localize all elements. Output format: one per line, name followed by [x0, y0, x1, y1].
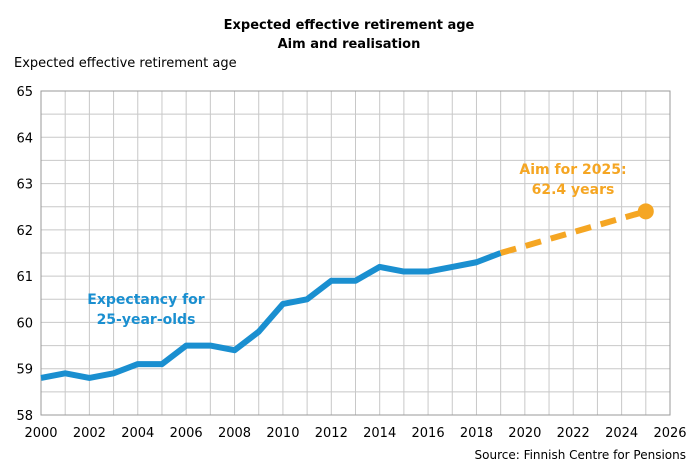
y-axis-ticks: 58 59 60 61 62 63 64 65: [16, 85, 33, 424]
y-tick-label: 63: [16, 178, 33, 193]
target-point-marker: [637, 203, 654, 220]
y-tick-label: 61: [16, 270, 33, 285]
annotation-expectancy-line2: 25-year-olds: [97, 312, 196, 328]
y-tick-label: 64: [16, 131, 33, 146]
chart-title: Expected effective retirement age: [223, 18, 475, 33]
axis-frame: [40, 90, 671, 416]
x-tick-label: 2012: [315, 426, 348, 441]
x-tick-label: 2000: [24, 426, 57, 441]
x-tick-label: 2026: [653, 426, 686, 441]
x-tick-label: 2020: [508, 426, 541, 441]
annotation-aim-line1: Aim for 2025:: [519, 162, 626, 178]
source-note: Source: Finnish Centre for Pensions: [474, 448, 687, 462]
x-axis-ticks: 2000 2002 2004 2006 2008 2010 2012 2014 2016 2018…: [24, 426, 686, 441]
y-tick-label: 65: [16, 85, 33, 100]
x-tick-label: 2024: [605, 426, 638, 441]
x-tick-label: 2010: [266, 426, 299, 441]
y-axis-label: Expected effective retirement age: [14, 56, 237, 71]
chart-subtitle: Aim and realisation: [277, 37, 421, 52]
series-group: [40, 203, 654, 381]
x-tick-label: 2014: [363, 426, 396, 441]
x-tick-label: 2022: [557, 426, 590, 441]
x-tick-label: 2016: [412, 426, 445, 441]
annotations: Expectancy for 25-year-olds Aim for 2025…: [87, 162, 626, 328]
x-tick-label: 2006: [170, 426, 203, 441]
series-line-realisation: [40, 250, 502, 381]
y-tick-label: 59: [16, 363, 33, 378]
x-tick-label: 2018: [460, 426, 493, 441]
x-tick-label: 2008: [218, 426, 251, 441]
annotation-expectancy-line1: Expectancy for: [87, 292, 205, 308]
x-tick-label: 2004: [121, 426, 154, 441]
annotation-aim-line2: 62.4 years: [532, 182, 615, 198]
y-tick-label: 58: [16, 409, 33, 424]
y-tick-label: 60: [16, 316, 33, 331]
x-tick-label: 2002: [73, 426, 106, 441]
grid-lines: [41, 91, 670, 415]
plot-frame: [40, 90, 671, 416]
y-tick-label: 62: [16, 224, 33, 239]
